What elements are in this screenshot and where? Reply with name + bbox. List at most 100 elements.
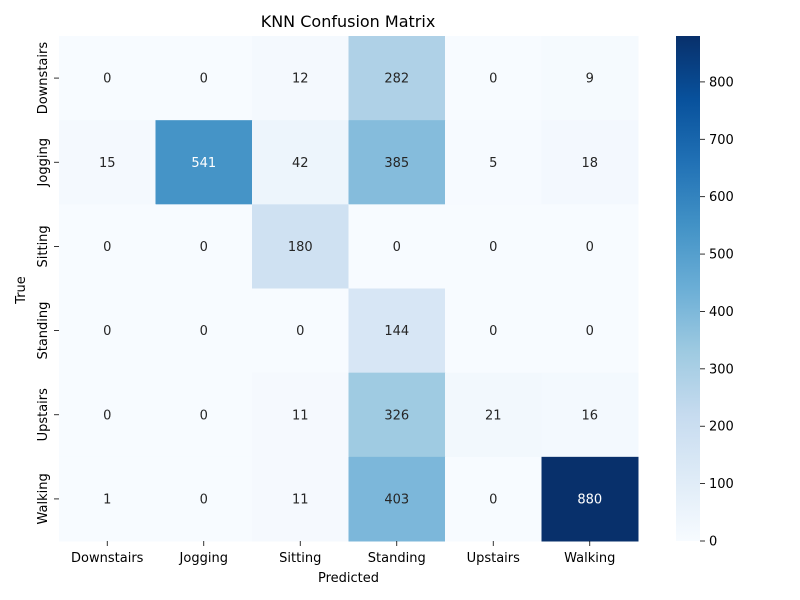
heatmap-cell <box>348 120 446 205</box>
cell-value-label: 0 <box>489 324 497 339</box>
cell-value-label: 11 <box>292 408 309 423</box>
heatmap-cell <box>445 204 542 289</box>
y-tick-label: Jogging <box>36 138 51 187</box>
cell-value-label: 0 <box>489 492 497 507</box>
heatmap-cell <box>155 372 253 458</box>
cell-value-label: 12 <box>292 72 309 87</box>
cell-value-label: 144 <box>384 324 409 339</box>
x-tick-label: Walking <box>564 551 615 566</box>
x-tick-label: Jogging <box>179 551 228 566</box>
heatmap-cell <box>541 204 639 289</box>
cell-value-label: 21 <box>485 408 502 423</box>
heatmap-cell <box>445 120 542 205</box>
cell-value-label: 0 <box>200 324 208 339</box>
cell-value-label: 326 <box>384 408 409 423</box>
heatmap-value-labels: 0 0 12 282 0 915 541 42 385 5 180 0 180 0 0 00 0 0 144 0 00 0… <box>99 72 602 508</box>
cell-value-label: 18 <box>581 156 598 171</box>
cell-value-label: 0 <box>103 72 111 87</box>
y-tick-label: Downstairs <box>36 42 51 115</box>
colorbar-tick-label: 100 <box>709 477 734 492</box>
cell-value-label: 9 <box>586 72 594 87</box>
heatmap-cell <box>541 120 639 205</box>
x-axis-label: Predicted <box>318 571 379 586</box>
heatmap-cell <box>252 372 349 458</box>
heatmap-cell <box>348 288 446 374</box>
colorbar-tick-label: 300 <box>709 362 734 377</box>
cell-value-label: 0 <box>103 408 111 423</box>
x-tick-label: Upstairs <box>467 551 521 566</box>
y-tick-label: Sitting <box>36 225 51 267</box>
heatmap-cell <box>445 288 542 374</box>
colorbar-tick-label: 0 <box>709 535 717 550</box>
chart-title: KNN Confusion Matrix <box>261 12 436 31</box>
cell-value-label: 0 <box>200 72 208 87</box>
cell-value-label: 0 <box>200 492 208 507</box>
heatmap-cell <box>541 288 639 374</box>
heatmap-cell <box>348 372 446 458</box>
cell-value-label: 1 <box>103 492 111 507</box>
heatmap-cell <box>155 288 253 374</box>
heatmap-cell <box>252 120 349 205</box>
colorbar-tick-label: 500 <box>709 248 734 263</box>
x-axis: Downstairs Jogging Sitting Standing Upstairs… <box>71 541 615 566</box>
cell-value-label: 0 <box>586 240 594 255</box>
heatmap-cell <box>59 372 156 458</box>
cell-value-label: 16 <box>581 408 598 423</box>
cell-value-label: 0 <box>586 324 594 339</box>
heatmap-cell <box>445 36 542 121</box>
colorbar-tick-label: 800 <box>709 75 734 90</box>
cell-value-label: 880 <box>577 492 602 507</box>
y-tick-label: Standing <box>36 302 51 360</box>
cell-value-label: 42 <box>292 156 309 171</box>
heatmap-cell <box>252 456 349 542</box>
y-tick-label: Upstairs <box>36 388 51 442</box>
heatmap-cell <box>541 456 639 542</box>
cell-value-label: 0 <box>393 240 401 255</box>
heatmap-cell <box>348 204 446 289</box>
cell-value-label: 403 <box>384 492 409 507</box>
heatmap-cell <box>59 204 156 289</box>
y-axis-label: True <box>14 276 29 305</box>
heatmap-cell <box>252 204 349 289</box>
colorbar-tick-label: 700 <box>709 133 734 148</box>
heatmap-cell <box>155 36 253 121</box>
heatmap-cell <box>252 36 349 121</box>
cell-value-label: 0 <box>103 240 111 255</box>
cell-value-label: 282 <box>384 72 409 87</box>
cell-value-label: 15 <box>99 156 116 171</box>
x-tick-label: Standing <box>368 551 426 566</box>
cell-value-label: 5 <box>489 156 497 171</box>
cell-value-label: 0 <box>200 240 208 255</box>
heatmap-cell <box>59 288 156 374</box>
heatmap-cell <box>252 288 349 374</box>
x-tick-label: Downstairs <box>71 551 144 566</box>
cell-value-label: 0 <box>200 408 208 423</box>
colorbar-tick-label: 400 <box>709 305 734 320</box>
cell-value-label: 180 <box>288 240 313 255</box>
cell-value-label: 0 <box>296 324 304 339</box>
heatmap-cell <box>541 372 639 458</box>
cell-value-label: 0 <box>103 324 111 339</box>
colorbar-tick-label: 200 <box>709 420 734 435</box>
cell-value-label: 385 <box>384 156 409 171</box>
colorbar-gradient <box>676 36 700 541</box>
x-tick-label: Sitting <box>279 551 321 566</box>
heatmap-cell <box>59 120 156 205</box>
heatmap-cell <box>155 120 253 205</box>
heatmap-cell <box>348 36 446 121</box>
y-tick-label: Walking <box>36 473 51 524</box>
heatmap-cell <box>59 456 156 542</box>
heatmap-cell <box>59 36 156 121</box>
heatmap-cell <box>445 456 542 542</box>
y-axis: Downstairs Jogging Sitting Standing Upstairs… <box>36 42 59 525</box>
heatmap-cell <box>348 456 446 542</box>
cell-value-label: 11 <box>292 492 309 507</box>
heatmap-cell <box>155 204 253 289</box>
heatmap-cells <box>59 36 639 542</box>
cell-value-label: 0 <box>489 72 497 87</box>
heatmap-cell <box>541 36 639 121</box>
cell-value-label: 541 <box>191 156 216 171</box>
cell-value-label: 0 <box>489 240 497 255</box>
colorbar-tick-label: 600 <box>709 190 734 205</box>
